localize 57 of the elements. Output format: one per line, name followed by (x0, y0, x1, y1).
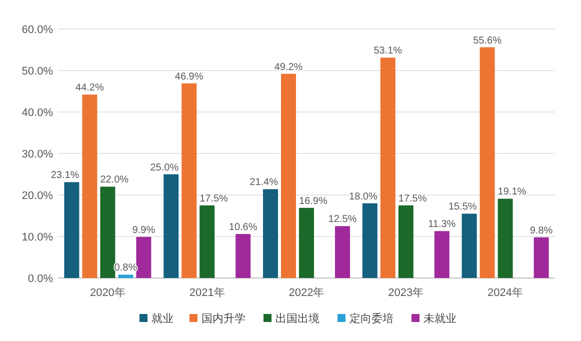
bar (299, 208, 314, 278)
y-tick-label: 30.0% (22, 148, 54, 160)
bar (398, 205, 414, 278)
x-tick-label: 2024年 (488, 287, 524, 299)
bar (164, 174, 179, 278)
data-label: 21.4% (250, 177, 278, 188)
data-label: 55.6% (473, 35, 502, 46)
bar (462, 214, 477, 278)
bar (182, 83, 197, 278)
legend-label: 就业 (152, 312, 174, 325)
bar (362, 203, 378, 278)
data-label: 25.0% (150, 162, 179, 174)
y-tick-label: 40.0% (22, 107, 54, 119)
x-tick-label: 2021年 (189, 287, 225, 299)
bar (281, 74, 296, 278)
y-tick-label: 50.0% (22, 66, 54, 78)
data-label: 15.5% (448, 202, 477, 213)
bar (534, 237, 549, 278)
data-label: 53.1% (374, 46, 402, 57)
data-label: 16.9% (299, 196, 328, 207)
legend-label: 国内升学 (202, 312, 246, 325)
y-tick-label: 60.0% (22, 24, 54, 36)
y-tick-label: 0.0% (28, 273, 54, 285)
data-label: 17.5% (200, 193, 228, 204)
bar (380, 58, 396, 278)
data-label: 10.6% (228, 222, 258, 234)
y-tick-label: 10.0% (22, 232, 54, 244)
x-tick-label: 2022年 (288, 287, 324, 299)
bar (434, 231, 450, 278)
bar (136, 236, 152, 278)
legend-label: 定向委培 (350, 312, 394, 325)
legend-label: 未就业 (424, 312, 456, 325)
data-label: 49.2% (274, 62, 303, 73)
bar (335, 226, 350, 278)
bar (82, 94, 98, 278)
data-label: 12.5% (328, 214, 357, 226)
bar (263, 189, 278, 278)
data-label: 17.5% (398, 193, 427, 204)
data-label: 46.9% (174, 71, 204, 82)
bar (200, 205, 215, 278)
bar (236, 234, 251, 278)
data-label: 22.0% (100, 174, 129, 186)
bar (64, 182, 80, 278)
data-label: 9.8% (530, 225, 553, 236)
y-tick-label: 20.0% (22, 190, 54, 202)
data-label: 23.1% (50, 170, 80, 182)
bar (498, 198, 513, 278)
bar (480, 47, 495, 278)
x-tick-label: 2023年 (388, 287, 424, 299)
data-label: 18.0% (349, 191, 378, 202)
data-label: 11.3% (428, 219, 456, 230)
legend-label: 出国出境 (276, 312, 320, 325)
bar (100, 186, 116, 278)
data-label: 19.1% (498, 186, 526, 198)
data-label: 9.9% (132, 224, 156, 236)
x-tick-label: 2020年 (90, 287, 126, 299)
data-label: 44.2% (76, 82, 104, 94)
